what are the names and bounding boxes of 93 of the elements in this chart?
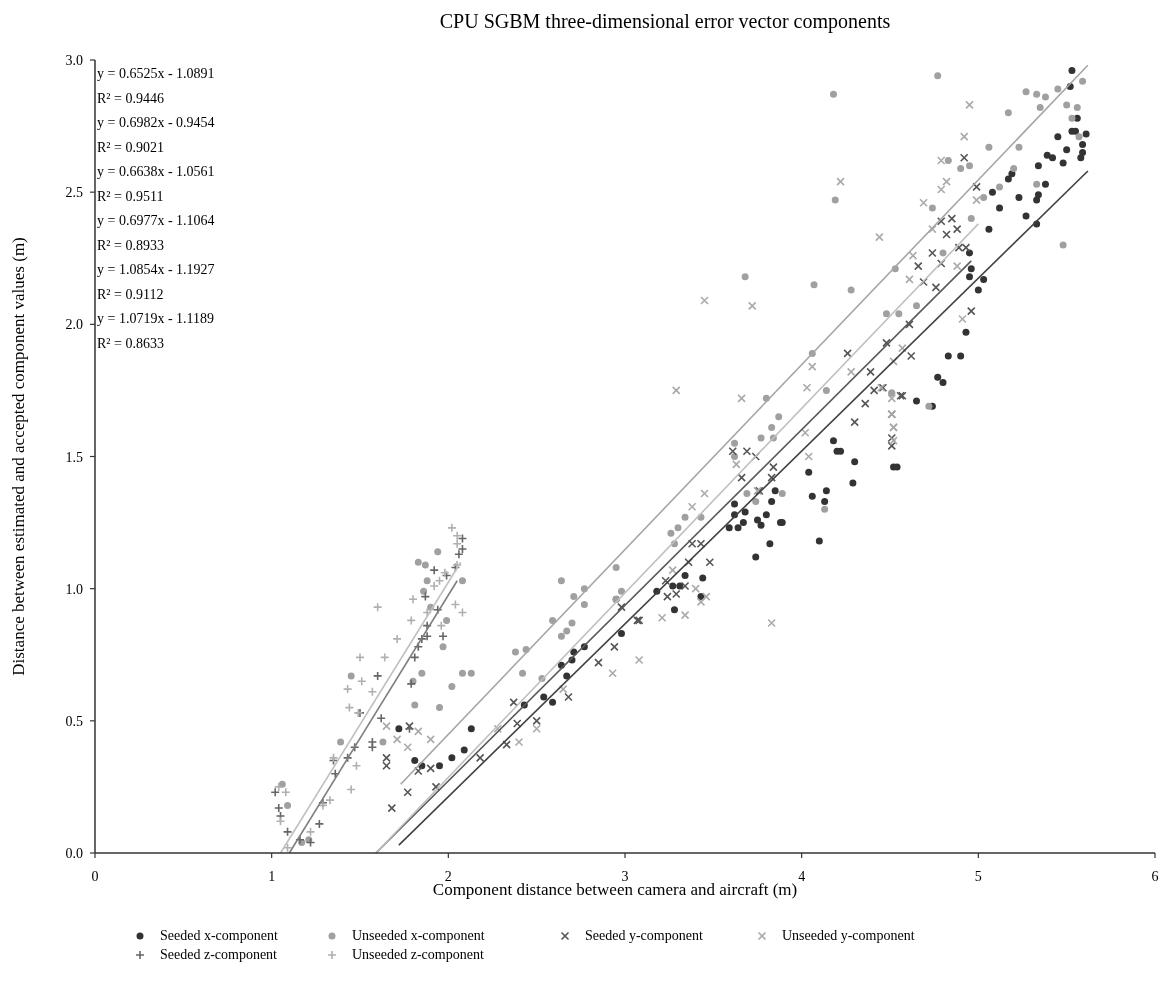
point bbox=[452, 538, 462, 549]
point bbox=[747, 301, 757, 311]
point bbox=[802, 383, 812, 393]
chart-title: CPU SGBM three-dimensional error vector components bbox=[439, 10, 891, 33]
point bbox=[414, 727, 423, 736]
point bbox=[898, 343, 907, 353]
annotation: y = 0.6977x - 1.1064 bbox=[97, 213, 215, 228]
point bbox=[696, 597, 706, 607]
y-tick-label: 2.0 bbox=[65, 317, 83, 333]
point bbox=[680, 610, 690, 620]
y-tick-label: 1.5 bbox=[65, 449, 83, 465]
point bbox=[737, 394, 746, 403]
legend-label: Seeded x-component bbox=[160, 928, 278, 943]
point bbox=[382, 721, 391, 731]
point bbox=[493, 724, 503, 734]
legend-label: Seeded y-component bbox=[585, 928, 703, 943]
point bbox=[408, 594, 418, 605]
y-tick-label: 1.0 bbox=[65, 581, 83, 597]
point bbox=[807, 362, 817, 371]
annotation: y = 0.6525x - 1.0891 bbox=[97, 66, 215, 81]
y-axis-title: Distance between estimated and accepted component values (m) bbox=[9, 237, 28, 676]
point bbox=[936, 185, 946, 194]
point bbox=[800, 428, 810, 438]
annotation: R² = 0.9021 bbox=[97, 139, 164, 155]
point bbox=[965, 100, 974, 110]
legend-label: Unseeded y-component bbox=[782, 928, 915, 943]
point bbox=[270, 787, 280, 797]
point bbox=[732, 460, 741, 469]
point bbox=[908, 251, 918, 260]
point bbox=[700, 296, 709, 305]
point bbox=[273, 803, 284, 813]
point bbox=[426, 735, 435, 744]
point bbox=[804, 452, 814, 461]
point bbox=[558, 684, 568, 694]
legend-label: Unseeded x-component bbox=[352, 928, 485, 943]
annotation: R² = 0.9446 bbox=[97, 90, 164, 106]
point bbox=[429, 565, 439, 575]
point bbox=[608, 668, 617, 678]
annotation: y = 1.0854x - 1.1927 bbox=[97, 262, 215, 277]
point bbox=[422, 631, 432, 642]
point bbox=[919, 198, 928, 208]
point bbox=[452, 531, 462, 541]
x-tick-label: 6 bbox=[1151, 869, 1159, 884]
point bbox=[952, 261, 962, 271]
point bbox=[392, 735, 402, 744]
annotation: R² = 0.8633 bbox=[97, 335, 164, 351]
point bbox=[438, 631, 448, 642]
point bbox=[671, 386, 681, 395]
point bbox=[691, 584, 700, 593]
point bbox=[905, 275, 914, 284]
point bbox=[447, 523, 457, 533]
y-tick-label: 0.0 bbox=[65, 846, 83, 861]
annotation: R² = 0.8933 bbox=[97, 237, 164, 253]
annotation: y = 1.0719x - 1.1189 bbox=[97, 311, 215, 326]
point bbox=[936, 156, 946, 165]
point bbox=[514, 737, 524, 747]
point bbox=[836, 177, 845, 186]
x-tick-label: 1 bbox=[268, 869, 276, 884]
point bbox=[846, 367, 856, 377]
point bbox=[403, 742, 412, 752]
point bbox=[875, 232, 884, 242]
point bbox=[356, 676, 367, 686]
x-tick-label: 0 bbox=[91, 869, 99, 884]
legend-label: Unseeded z-component bbox=[352, 947, 484, 962]
point bbox=[392, 634, 402, 644]
annotation: y = 0.6982x - 0.9454 bbox=[97, 115, 215, 130]
point bbox=[887, 394, 897, 403]
point bbox=[325, 795, 335, 805]
x-tick-label: 5 bbox=[974, 869, 982, 884]
point bbox=[958, 314, 967, 324]
point bbox=[429, 581, 439, 591]
point bbox=[376, 713, 386, 723]
annotation: R² = 0.9511 bbox=[97, 188, 164, 204]
annotation: R² = 0.9112 bbox=[97, 286, 164, 302]
point bbox=[668, 565, 677, 575]
point bbox=[634, 655, 644, 665]
x-tick-label: 4 bbox=[798, 869, 806, 884]
y-tick-label: 3.0 bbox=[65, 53, 83, 68]
point bbox=[972, 195, 981, 205]
point bbox=[700, 489, 709, 498]
y-tick-label: 2.5 bbox=[65, 185, 83, 201]
point bbox=[406, 679, 417, 689]
point bbox=[767, 618, 776, 628]
point bbox=[942, 177, 951, 186]
legend-label: Seeded z-component bbox=[160, 947, 278, 962]
point bbox=[959, 132, 969, 141]
annotation: y = 0.6638x - 1.0561 bbox=[97, 164, 215, 179]
point bbox=[701, 592, 711, 601]
point bbox=[928, 224, 937, 234]
point bbox=[657, 613, 667, 623]
point bbox=[532, 724, 541, 734]
y-tick-label: 0.5 bbox=[65, 713, 83, 729]
point bbox=[687, 502, 697, 512]
